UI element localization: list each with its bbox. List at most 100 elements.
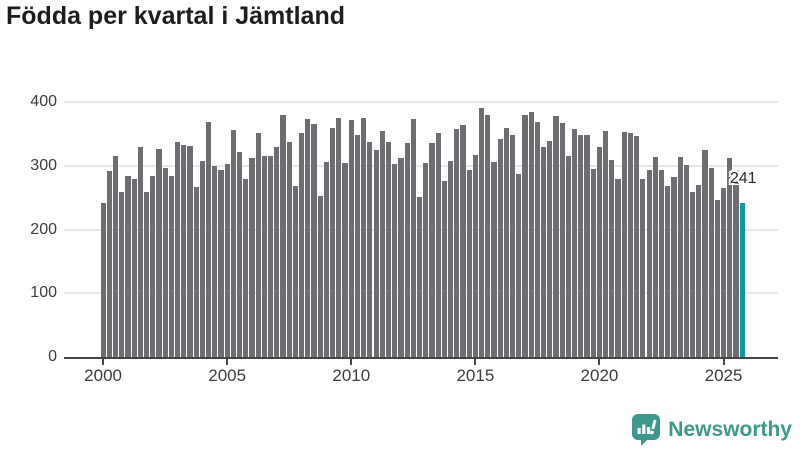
bar (615, 178, 621, 357)
bar (683, 165, 689, 357)
bar (373, 149, 379, 357)
bar (354, 135, 361, 357)
y-tick-label: 100 (30, 284, 57, 302)
bar (199, 160, 205, 357)
bar (590, 168, 596, 357)
x-tick-mark (598, 359, 601, 365)
bar (578, 134, 584, 357)
newsworthy-logo-link[interactable]: Newsworthy (631, 413, 792, 446)
bar (292, 186, 299, 357)
bar (528, 112, 534, 357)
bar (112, 155, 119, 357)
highlighted-bar (739, 203, 745, 357)
bar (143, 191, 150, 357)
bar (100, 203, 106, 357)
bar (311, 124, 317, 357)
bar (460, 124, 466, 357)
bar (162, 167, 168, 357)
bar (342, 162, 348, 357)
bar (280, 114, 286, 357)
bar (119, 191, 125, 357)
chart-title: Födda per kvartal i Jämtland (6, 2, 345, 30)
bar (634, 136, 640, 357)
bar (429, 143, 435, 357)
bar (609, 160, 615, 357)
bar (435, 132, 441, 357)
bar (224, 163, 230, 357)
bar (491, 161, 497, 357)
bar (478, 108, 485, 357)
bar (286, 142, 292, 357)
bar (485, 115, 491, 357)
bar (150, 175, 156, 357)
bar (677, 157, 683, 357)
x-tick-label: 2005 (208, 366, 247, 385)
bar (125, 175, 131, 357)
bar (714, 199, 720, 357)
y-tick-label: 200 (30, 220, 57, 238)
bar (317, 195, 323, 357)
bar (547, 140, 553, 357)
bar (665, 185, 671, 357)
bar (416, 196, 423, 357)
bar (454, 128, 460, 357)
bar (205, 121, 212, 357)
y-tick-label: 0 (48, 348, 57, 365)
bar (106, 170, 112, 357)
x-axis-line (64, 357, 778, 359)
bar (305, 118, 311, 357)
bar (330, 128, 336, 357)
bar (367, 141, 373, 357)
bar (398, 158, 404, 357)
bar (466, 170, 472, 357)
bar (627, 133, 634, 357)
x-tick-mark (722, 359, 725, 365)
bar (243, 179, 249, 357)
bar (423, 163, 429, 357)
bar (584, 134, 590, 357)
bar (565, 156, 572, 357)
bar (702, 149, 708, 357)
bar (299, 132, 305, 357)
x-tick-label: 2015 (456, 366, 495, 385)
bar (733, 170, 739, 357)
x-tick-mark (226, 359, 229, 365)
bar (385, 142, 392, 357)
bar (336, 117, 342, 357)
bar (181, 145, 187, 357)
bar (541, 147, 547, 357)
bar (131, 179, 137, 357)
bar (559, 123, 565, 357)
bar (230, 130, 236, 357)
bar (447, 161, 454, 357)
bar (249, 158, 255, 357)
bar (646, 169, 652, 357)
bar (658, 170, 665, 357)
bar (323, 161, 330, 357)
bar (510, 135, 516, 357)
bar (689, 191, 696, 357)
grid-line (64, 101, 778, 103)
bar (522, 115, 528, 357)
bar (274, 147, 280, 357)
y-tick-label: 400 (30, 93, 57, 110)
bar (441, 181, 447, 357)
bar (268, 156, 274, 357)
x-tick-label: 2010 (332, 366, 371, 385)
x-tick-mark (102, 359, 105, 365)
bar (361, 117, 367, 357)
bar (603, 131, 609, 357)
bar (218, 169, 224, 357)
bar (410, 118, 416, 357)
bar (516, 174, 522, 357)
bar (168, 175, 174, 357)
bar (174, 141, 181, 357)
x-tick-label: 2025 (704, 366, 743, 385)
bar (640, 179, 646, 357)
x-tick-mark (474, 359, 477, 365)
bar (503, 128, 509, 357)
bar (472, 154, 478, 357)
bar (379, 130, 385, 357)
bar (696, 184, 702, 357)
